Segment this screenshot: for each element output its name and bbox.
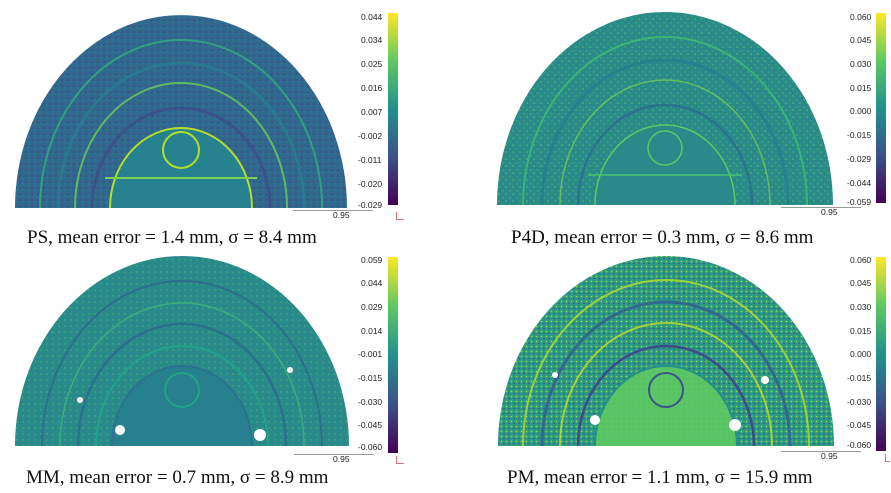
colorbar-tick: 0.000	[850, 349, 872, 359]
error-map-mm	[15, 256, 349, 447]
colorbar-p4d	[876, 13, 886, 203]
colorbar-tick: -0.015	[847, 373, 872, 383]
panel-mm: 0.059 0.044 0.029 0.014 -0.001 -0.015 -0…	[0, 250, 445, 493]
colorbar-tick: 0.060	[850, 255, 872, 265]
panel-ps: 0.044 0.034 0.025 0.016 0.007 -0.002 -0.…	[0, 0, 445, 250]
colorbar-tick: 0.060	[850, 12, 872, 22]
colorbar-tick: 0.045	[850, 35, 872, 45]
colorbar-tick: -0.029	[847, 154, 872, 164]
colorbar-ps	[388, 13, 398, 205]
caption-mm: MM, mean error = 0.7 mm, σ = 8.9 mm	[26, 467, 329, 488]
colorbar-tick: -0.060	[847, 440, 872, 450]
colorbar-tick: -0.060	[358, 442, 383, 452]
colorbar-pm	[876, 257, 886, 451]
colorbar-tick: -0.030	[847, 397, 872, 407]
colorbar-tick: -0.015	[358, 373, 383, 383]
colorbar-tick: 0.007	[361, 107, 383, 117]
colorbar-tick: 0.000	[850, 106, 872, 116]
colorbar-tick: -0.002	[358, 131, 383, 141]
colorbar-tick: 0.030	[850, 302, 872, 312]
colorbar-tick: 0.045	[850, 278, 872, 288]
colorbar-tick: -0.029	[358, 200, 383, 210]
colorbar-tick: 0.029	[361, 302, 383, 312]
colorbar-tick: 0.030	[850, 59, 872, 69]
scale-bar-label: 0.95	[821, 451, 838, 461]
axis-triad-icon	[396, 456, 404, 464]
colorbar-tick: 0.044	[361, 278, 383, 288]
scale-bar	[781, 207, 861, 208]
error-map-p4d	[497, 12, 833, 206]
caption-ps: PS, mean error = 1.4 mm, σ = 8.4 mm	[27, 227, 317, 248]
colorbar-tick: -0.001	[358, 349, 383, 359]
colorbar-tick: 0.014	[361, 326, 383, 336]
scale-bar-label: 0.95	[333, 210, 350, 220]
colorbar-tick: -0.030	[358, 397, 383, 407]
panel-p4d: 0.060 0.045 0.030 0.015 0.000 -0.015 -0.…	[445, 0, 891, 250]
scale-bar-label: 0.95	[821, 207, 838, 217]
colorbar-tick: -0.044	[847, 178, 872, 188]
caption-p4d: P4D, mean error = 0.3 mm, σ = 8.6 mm	[511, 227, 814, 248]
error-map-ps	[15, 15, 347, 209]
colorbar-tick: -0.045	[358, 420, 383, 430]
colorbar-mm	[388, 257, 398, 453]
colorbar-tick: 0.034	[361, 35, 383, 45]
scale-bar	[781, 451, 861, 452]
colorbar-tick: -0.011	[358, 155, 382, 165]
colorbar-tick: -0.015	[847, 130, 872, 140]
colorbar-tick: -0.059	[847, 197, 872, 207]
colorbar-tick: -0.045	[847, 420, 872, 430]
scale-bar-label: 0.95	[333, 454, 350, 464]
colorbar-tick: -0.020	[358, 179, 383, 189]
axis-triad-icon	[396, 212, 404, 220]
colorbar-tick: 0.059	[361, 255, 383, 265]
panel-pm: 0.060 0.045 0.030 0.015 0.000 -0.015 -0.…	[445, 250, 891, 493]
axis-triad-icon	[885, 454, 890, 462]
colorbar-tick: 0.044	[361, 12, 383, 22]
caption-pm: PM, mean error = 1.1 mm, σ = 15.9 mm	[507, 467, 813, 488]
error-map-pm	[498, 256, 834, 447]
scale-bar	[294, 454, 374, 455]
colorbar-tick: 0.016	[361, 83, 383, 93]
colorbar-tick: 0.015	[850, 83, 872, 93]
colorbar-tick: 0.025	[361, 59, 383, 69]
colorbar-tick: 0.015	[850, 326, 872, 336]
scale-bar	[293, 210, 373, 211]
